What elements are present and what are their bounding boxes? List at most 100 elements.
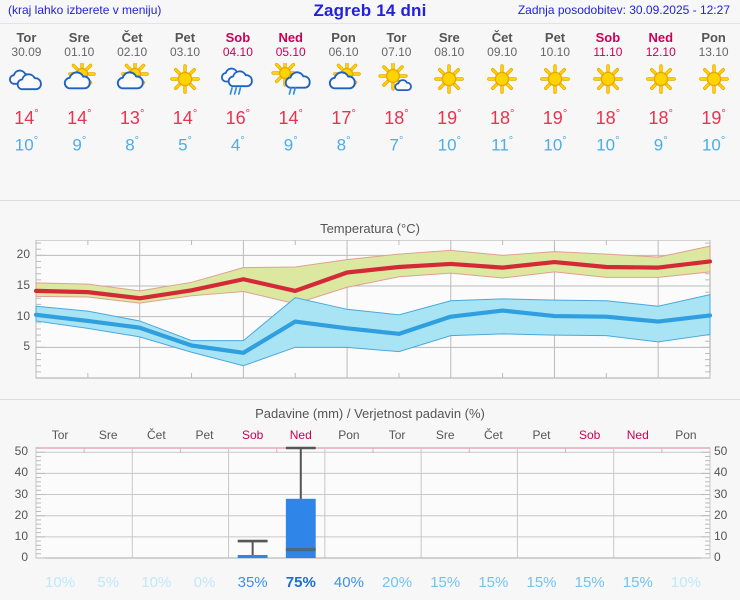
temperature-min: 9° — [653, 135, 668, 155]
day-column: Sre 01.10 14° 9° — [53, 26, 106, 166]
page-header: (kraj lahko izberete v meniju) Zagreb 14… — [0, 0, 740, 22]
precipitation-day-label: Pet — [532, 428, 551, 442]
day-date: 06.10 — [328, 45, 359, 59]
sunny-icon — [693, 61, 735, 99]
temperature-y-tick: 20 — [16, 247, 30, 262]
precipitation-y-tick-right: 10 — [714, 528, 728, 543]
precipitation-day-label: Ned — [289, 428, 312, 442]
page-title: Zagreb 14 dni — [313, 1, 427, 20]
temperature-max: 17° — [331, 108, 356, 128]
rain-cloud-icon — [217, 61, 259, 99]
temperature-min: 10° — [543, 135, 567, 155]
day-name: Sob — [225, 30, 251, 45]
precipitation-day-label: Ned — [626, 428, 649, 442]
header-divider — [0, 23, 740, 24]
temperature-y-tick: 5 — [23, 339, 30, 354]
sun-cloud-rain-icon — [270, 61, 312, 99]
precipitation-probability: 15% — [526, 574, 557, 591]
day-date: 13.10 — [698, 45, 729, 59]
section-divider-2 — [0, 399, 740, 400]
precipitation-day-label: Sob — [241, 428, 264, 442]
partly-sunny-icon — [58, 61, 100, 99]
day-date: 02.10 — [117, 45, 148, 59]
precipitation-probability: 15% — [478, 574, 509, 591]
precipitation-probability: 10% — [45, 574, 76, 591]
precipitation-probability: 10% — [670, 574, 701, 591]
sun-small-cloud-icon — [375, 61, 417, 99]
day-name: Pet — [544, 30, 566, 45]
day-date: 03.10 — [169, 45, 201, 59]
day-name: Sob — [595, 30, 621, 45]
temperature-y-tick: 15 — [16, 278, 30, 292]
temperature-max: 19° — [701, 108, 726, 128]
temperature-max: 18° — [648, 108, 673, 128]
day-name: Pon — [331, 30, 356, 45]
last-updated: Zadnja posodobitev: 30.09.2025 - 12:27 — [517, 3, 730, 17]
sunny-icon — [481, 61, 523, 99]
day-name: Ned — [648, 30, 674, 45]
day-date: 12.10 — [645, 45, 676, 59]
temperature-max: 18° — [489, 108, 515, 128]
temperature-max: 19° — [542, 108, 568, 128]
precipitation-probability: 20% — [382, 574, 413, 591]
temperature-min: 9° — [72, 135, 87, 155]
day-name: Sre — [438, 30, 460, 45]
day-date: 09.10 — [487, 45, 518, 59]
temperature-max: 14° — [67, 108, 92, 128]
day-date: 07.10 — [381, 45, 412, 59]
precipitation-day-label: Pon — [338, 428, 360, 442]
partly-sunny-icon — [111, 61, 153, 99]
temperature-plot — [33, 240, 713, 379]
day-column: Sob 04.10 16° 4° — [211, 26, 264, 166]
sunny-icon — [428, 61, 470, 99]
temperature-min: 8° — [125, 135, 140, 155]
temperature-min: 5° — [178, 135, 192, 155]
day-name: Tor — [16, 30, 37, 45]
temperature-max: 19° — [437, 108, 462, 128]
precipitation-y-tick-left: 50 — [14, 444, 28, 459]
day-column: Pet 03.10 14° 5° — [159, 26, 212, 166]
temperature-chart-title: Temperatura (°C) — [320, 221, 420, 236]
precipitation-y-tick-right: 20 — [714, 507, 728, 522]
temperature-min: 8° — [336, 135, 351, 155]
temperature-min: 10° — [701, 135, 726, 155]
precipitation-probability: 15% — [430, 574, 461, 591]
precipitation-probability: 5% — [97, 574, 120, 591]
day-column: Sre 08.10 19° 10° — [423, 26, 476, 166]
location-menu-note: (kraj lahko izberete v meniju) — [8, 3, 162, 17]
precipitation-day-label: Čet — [147, 428, 166, 442]
precipitation-day-label: Pon — [675, 428, 697, 442]
precipitation-y-tick-right: 0 — [714, 550, 721, 564]
day-date: 05.10 — [275, 45, 306, 59]
temperature-min: 7° — [389, 135, 404, 155]
day-name: Pon — [701, 30, 726, 45]
day-column: Pet 10.10 19° 10° — [529, 26, 582, 166]
temperature-max: 18° — [595, 108, 621, 128]
day-name: Čet — [121, 30, 143, 45]
precipitation-y-tick-right: 50 — [714, 444, 728, 459]
temperature-min: 4° — [230, 135, 245, 155]
temperature-min: 10° — [437, 135, 461, 155]
day-column: Sob 11.10 18° 10° — [581, 26, 634, 166]
precipitation-y-tick-right: 30 — [714, 486, 728, 501]
precipitation-probability: 15% — [622, 574, 653, 591]
precipitation-day-label: Sob — [578, 428, 601, 442]
day-column: Pon 13.10 19° 10° — [687, 26, 740, 166]
precipitation-day-label: Čet — [484, 428, 503, 442]
day-column: Ned 12.10 18° 9° — [634, 26, 687, 166]
temperature-max: 13° — [119, 108, 145, 128]
day-date: 10.10 — [540, 45, 571, 59]
precipitation-probability: 35% — [237, 574, 268, 591]
temperature-y-tick: 10 — [16, 308, 30, 323]
day-column: Tor 07.10 18° 7° — [370, 26, 423, 166]
day-column: Čet 09.10 18° 11° — [476, 26, 529, 166]
day-name: Pet — [174, 30, 196, 45]
precipitation-day-label: Sre — [98, 428, 118, 442]
precipitation-plot — [35, 446, 711, 559]
precipitation-probability: 10% — [141, 574, 172, 591]
precipitation-day-label: Pet — [195, 428, 214, 442]
precipitation-probability: 0% — [193, 574, 216, 591]
daily-forecast-strip: Tor 30.09 14° 10° Sre 01.10 14° 9° Čet 02.10 13° 8°… — [0, 26, 740, 166]
precipitation-day-label: Sre — [435, 428, 455, 442]
